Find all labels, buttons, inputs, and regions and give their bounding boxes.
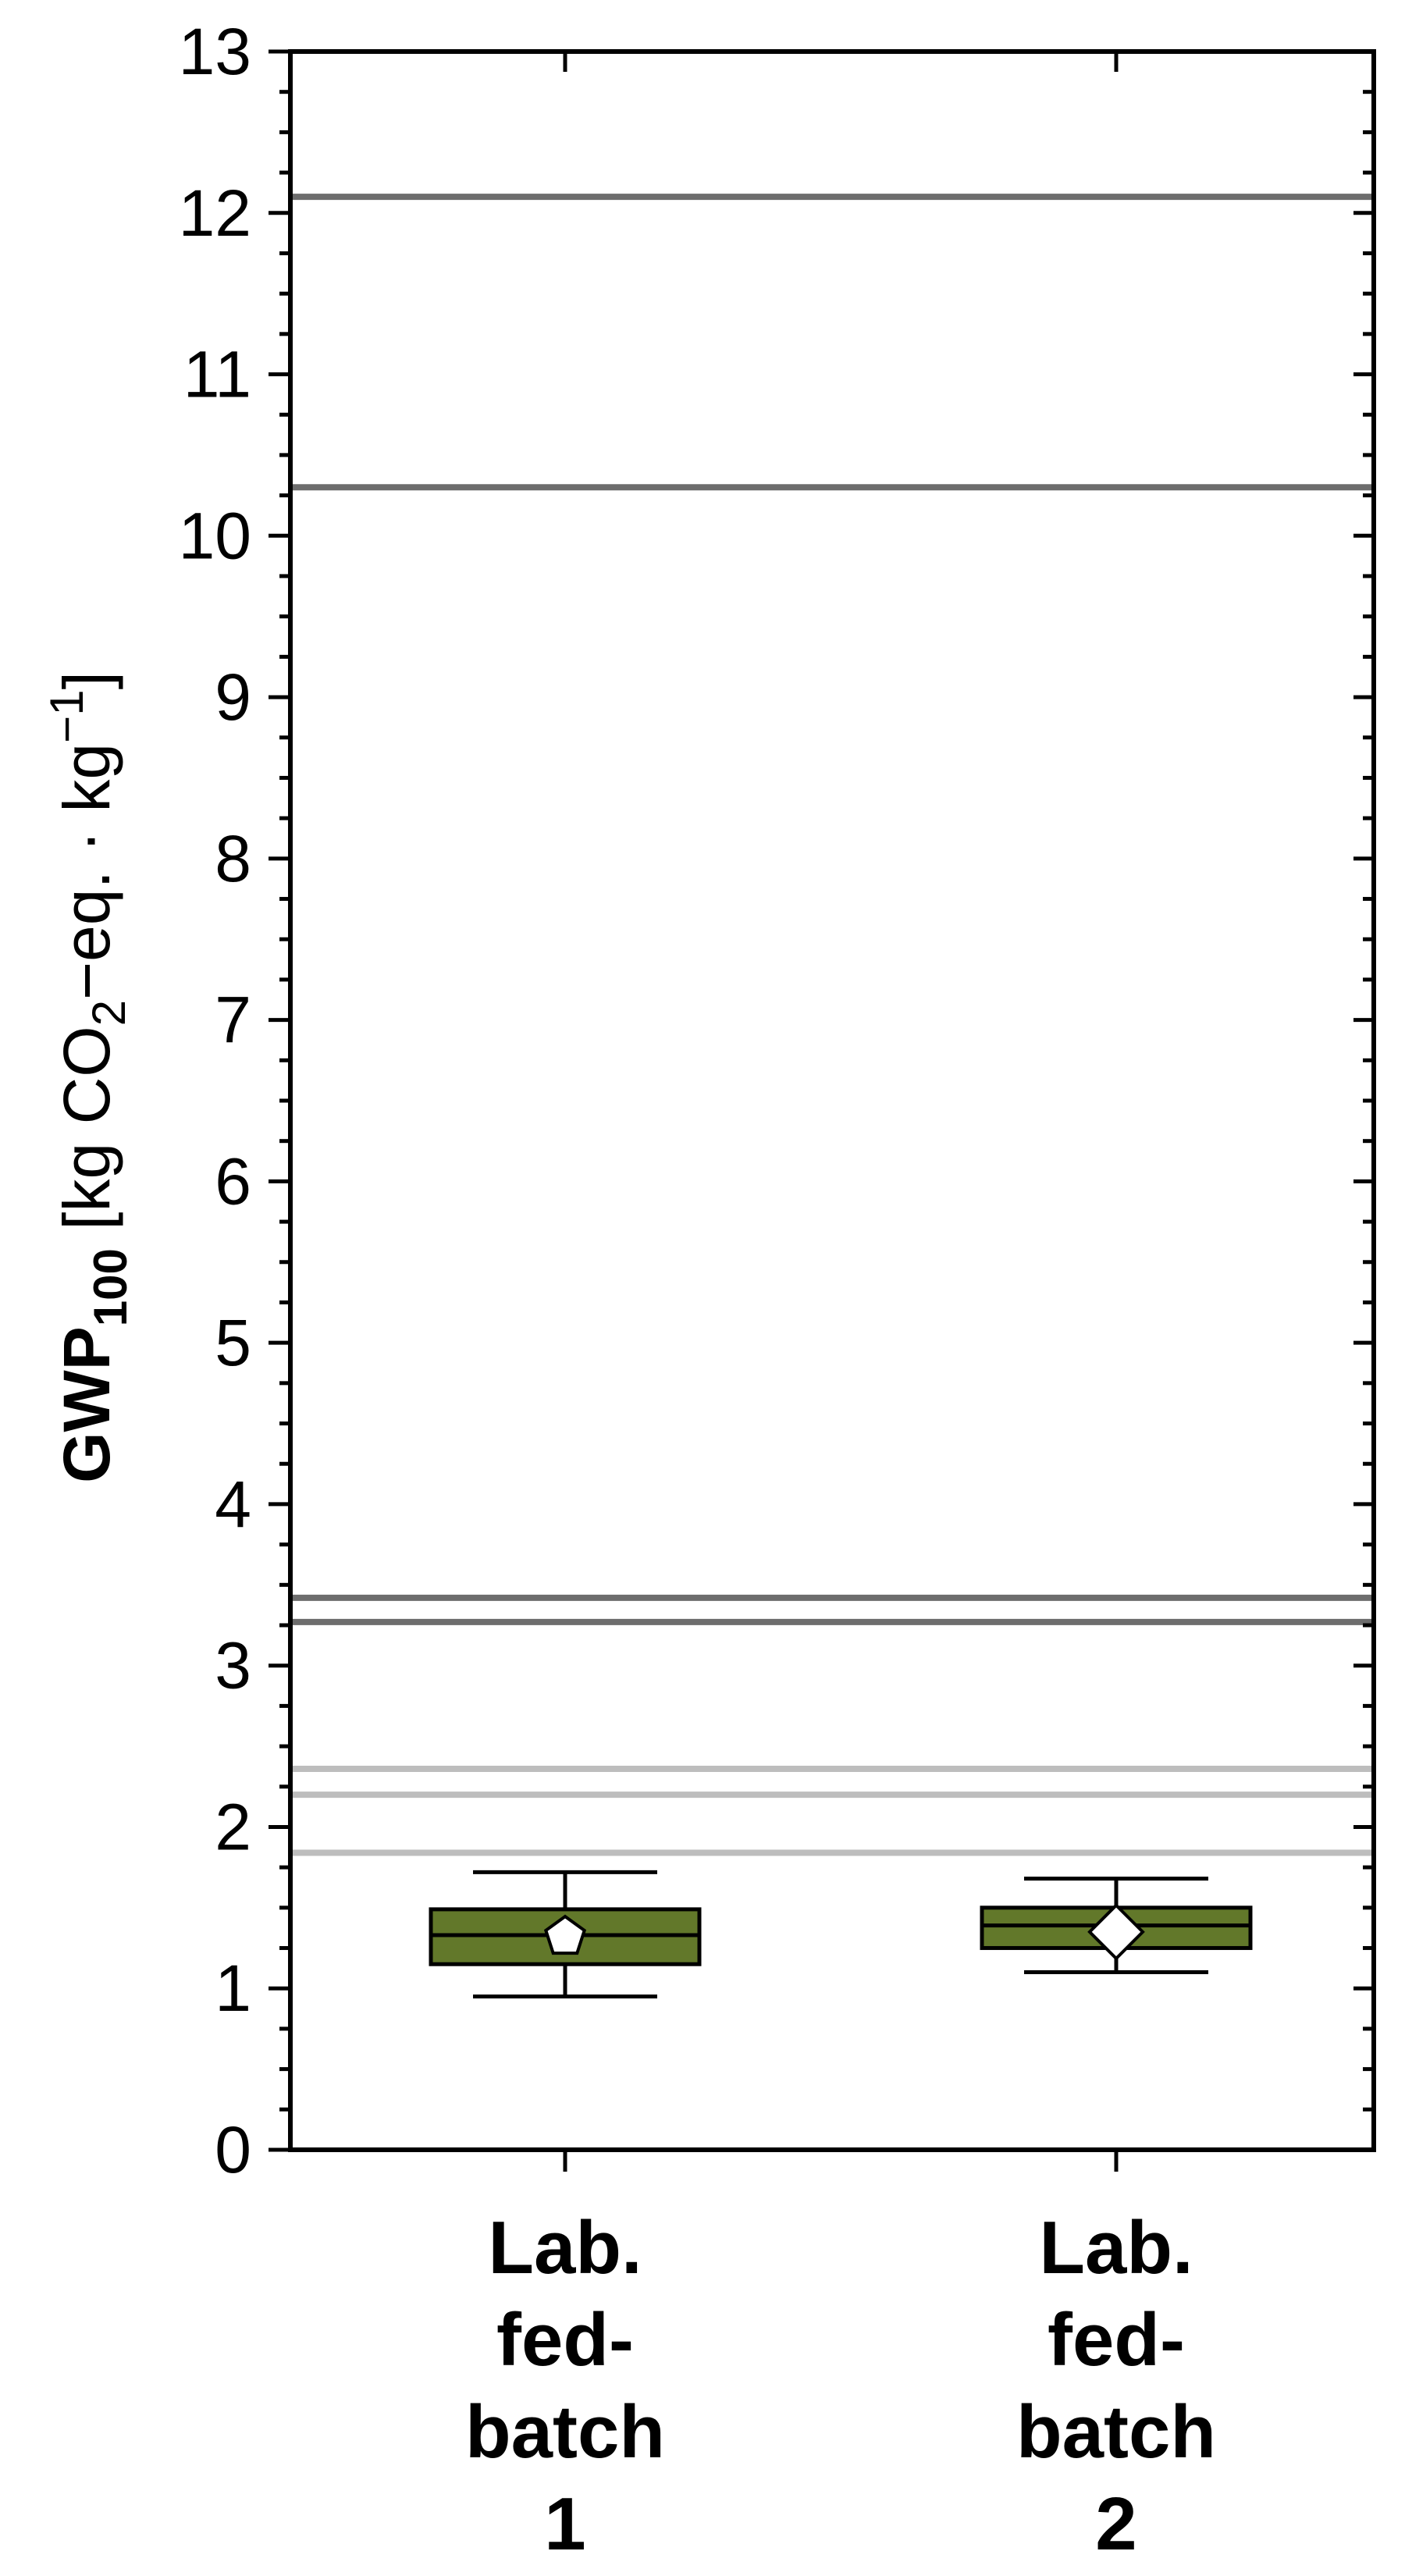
axis-labels: GWP100 [kg CO2−eq. · kg−1] Lab. fed-batch… bbox=[41, 671, 1216, 2566]
y-tick-label: 6 bbox=[215, 1144, 251, 1218]
y-tick-label: 3 bbox=[215, 1629, 251, 1703]
y-tick-label: 13 bbox=[179, 15, 251, 88]
x-category-label-line: 2 bbox=[1095, 2482, 1136, 2566]
y-tick-label: 10 bbox=[179, 499, 251, 572]
x-category-label-line: 1 bbox=[544, 2482, 585, 2566]
y-axis-label-unit-middle: −eq. · kg bbox=[50, 743, 123, 1000]
y-tick-label: 0 bbox=[215, 2113, 251, 2186]
y-axis-label-quantity-subscript: 100 bbox=[84, 1248, 137, 1326]
x-category-label-1: Lab. fed-batch 1 bbox=[465, 2206, 665, 2566]
y-axis-label-quantity: GWP bbox=[50, 1326, 123, 1483]
y-axis-label-unit-subscript: 2 bbox=[83, 1000, 135, 1026]
x-category-label-2: Lab. fed-batch 2 bbox=[1016, 2206, 1216, 2566]
x-category-label-line: batch bbox=[465, 2390, 665, 2474]
x-category-label-line: batch bbox=[1016, 2390, 1216, 2474]
y-tick-label: 8 bbox=[215, 822, 251, 895]
x-category-label-line: Lab. bbox=[1039, 2206, 1193, 2290]
y-axis-label-unit-superscript: −1 bbox=[41, 689, 93, 742]
reference-lines bbox=[290, 194, 1374, 1856]
y-tick-label: 9 bbox=[215, 660, 251, 734]
y-tick-label: 2 bbox=[215, 1790, 251, 1863]
y-tick-label: 5 bbox=[215, 1306, 251, 1379]
x-category-label-line: Lab. bbox=[488, 2206, 642, 2290]
y-axis-label-unit-end: ] bbox=[50, 671, 123, 689]
y-tick-label: 7 bbox=[215, 984, 251, 1057]
x-category-label-line: fed- bbox=[496, 2298, 634, 2382]
y-tick-label: 12 bbox=[179, 176, 251, 250]
plot-frame bbox=[288, 49, 1376, 2152]
y-tick-label: 1 bbox=[215, 1952, 251, 2025]
mean-marker-pentagon-1 bbox=[543, 1914, 587, 1955]
x-category-label-line: fed- bbox=[1048, 2298, 1185, 2382]
y-tick-label: 4 bbox=[215, 1468, 251, 1541]
y-tick-label: 11 bbox=[183, 338, 251, 411]
mean-marker-diamond-2 bbox=[1087, 1903, 1145, 1961]
box-plots bbox=[429, 1870, 1253, 1999]
y-axis-label: GWP100 [kg CO2−eq. · kg−1] bbox=[41, 671, 137, 1483]
y-axis-label-unit-start: [kg CO bbox=[50, 1026, 123, 1248]
